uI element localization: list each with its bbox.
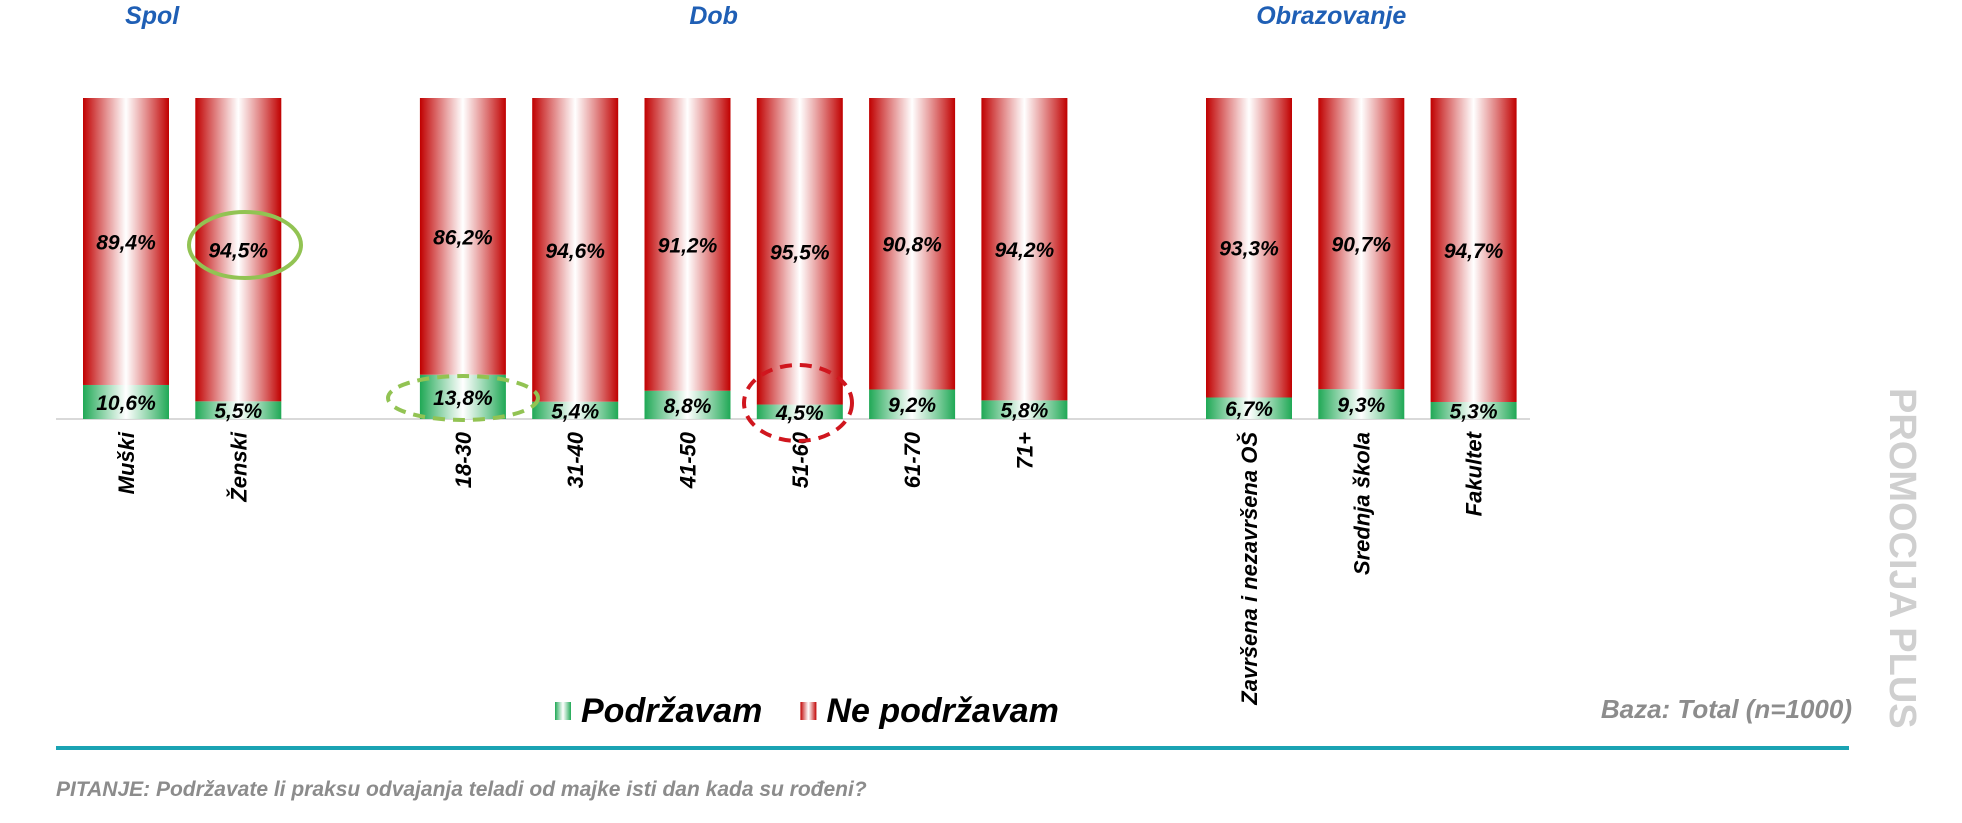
watermark: PROMOCIJA PLUS xyxy=(1881,388,1923,729)
group-title: Dob xyxy=(689,2,738,30)
value-label: 9,3% xyxy=(1337,394,1385,417)
bar-segment xyxy=(532,401,619,419)
group-title: Obrazovanje xyxy=(1256,2,1406,30)
bar-segment xyxy=(83,384,169,419)
bar-segment xyxy=(83,98,169,385)
bar-segment xyxy=(981,98,1068,401)
x-tick-label: 41-50 xyxy=(676,431,701,489)
highlight xyxy=(742,363,854,443)
legend-marker xyxy=(800,702,817,720)
legend-label: Ne podržavam xyxy=(826,692,1058,730)
bar-segment xyxy=(644,98,731,391)
bar-segment xyxy=(1206,98,1292,398)
value-label: 94,5% xyxy=(209,240,269,263)
base-note: Baza: Total (n=1000) xyxy=(1601,694,1852,724)
value-label: 8,8% xyxy=(664,395,712,418)
bars: Spol 10,6% 89,4% Muški 5,5% 94,5% Ženski Dob 13,… xyxy=(83,2,1517,706)
bar-segment xyxy=(756,98,843,405)
value-label: 95,5% xyxy=(770,241,830,264)
value-label: 89,4% xyxy=(96,231,156,254)
x-tick-label: 18-30 xyxy=(451,431,476,488)
value-label: 9,2% xyxy=(888,394,936,417)
value-label: 94,6% xyxy=(545,240,605,263)
bar-segment xyxy=(419,374,506,419)
value-label: 94,2% xyxy=(995,239,1055,262)
group-title: Spol xyxy=(125,2,180,30)
legend: Podržavam Ne podržavam xyxy=(555,692,1059,730)
value-label: 86,2% xyxy=(433,226,493,249)
value-label: 91,2% xyxy=(658,234,718,257)
value-label: 5,5% xyxy=(214,400,262,423)
x-tick-label: 61-70 xyxy=(900,431,925,488)
legend-label: Podržavam xyxy=(581,692,762,730)
x-tick-label: Ženski xyxy=(226,431,251,503)
bar-segment xyxy=(756,404,843,419)
x-tick-label: Srednja škola xyxy=(1349,432,1374,575)
x-tick-label: 31-40 xyxy=(563,431,588,488)
bar-segment xyxy=(1430,98,1517,402)
legend-marker xyxy=(555,702,571,720)
bar-segment xyxy=(869,98,956,390)
question: PITANJE: Podržavate li praksu odvajanja … xyxy=(56,778,867,801)
value-label: 5,3% xyxy=(1450,400,1498,423)
x-tick-label: Fakultet xyxy=(1462,430,1487,516)
x-tick-label: Završena i nezavršena OŠ xyxy=(1237,432,1262,706)
value-label: 10,6% xyxy=(96,392,156,415)
value-label: 4,5% xyxy=(775,402,824,425)
bar-segment xyxy=(644,390,731,419)
value-label: 90,8% xyxy=(882,234,942,257)
value-label: 93,3% xyxy=(1219,238,1279,261)
value-label: 5,8% xyxy=(1000,400,1048,423)
bar-segment xyxy=(419,98,506,375)
value-label: 6,7% xyxy=(1225,398,1273,421)
highlight xyxy=(386,374,540,422)
x-tick-label: 71+ xyxy=(1012,432,1037,469)
value-label: 13,8% xyxy=(433,387,493,410)
bar-segment xyxy=(869,389,956,419)
bar-segment xyxy=(195,401,282,419)
value-label: 90,7% xyxy=(1332,234,1392,257)
bar-segment xyxy=(532,98,619,402)
value-label: 94,7% xyxy=(1444,240,1504,263)
bar-segment xyxy=(195,98,282,402)
bar-segment xyxy=(1206,397,1292,419)
value-label: 5,4% xyxy=(551,400,599,423)
bar-segment xyxy=(1318,98,1405,390)
highlight xyxy=(187,210,303,280)
x-tick-label: Muški xyxy=(114,431,139,494)
bar-segment xyxy=(1318,389,1405,419)
bar-segment xyxy=(1430,401,1517,419)
bar-segment xyxy=(981,400,1068,419)
